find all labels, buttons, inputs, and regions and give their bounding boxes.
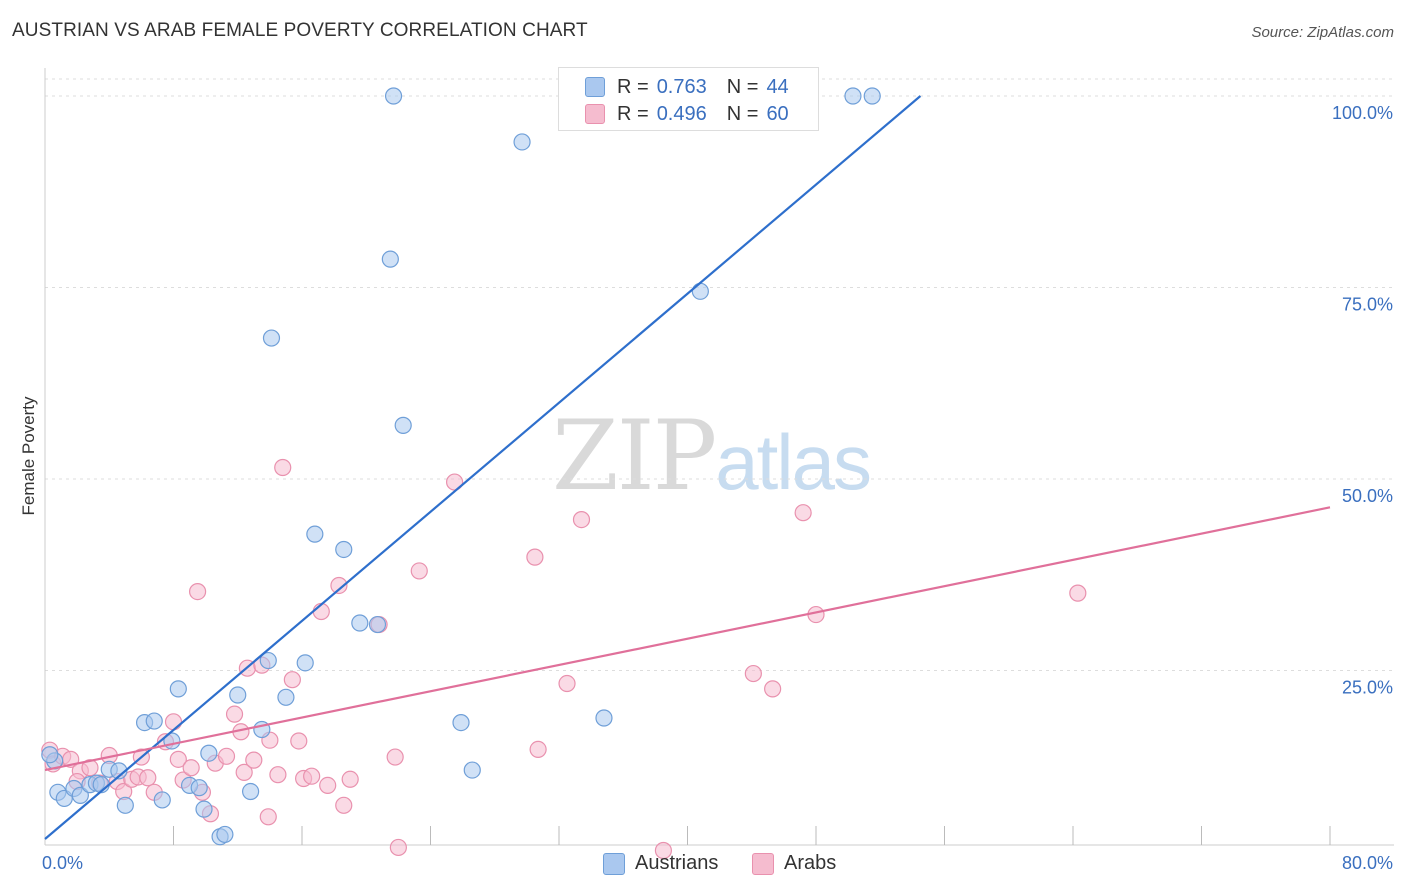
arabs-point <box>764 680 782 698</box>
arabs-point <box>529 740 547 758</box>
series-legend: Austrians Arabs <box>0 852 1406 876</box>
y-tick-label: 75.0% <box>1342 295 1393 315</box>
austrians-point <box>169 680 187 698</box>
arabs-point <box>794 504 812 522</box>
arabs-point <box>558 674 576 693</box>
austrians-point <box>200 744 218 762</box>
austrians-point <box>381 250 399 268</box>
austrians-point <box>452 713 470 732</box>
y-tick-label: 100.0% <box>1332 103 1393 123</box>
arabs-point <box>1069 584 1087 602</box>
arabs-point <box>164 713 183 731</box>
arabs-point <box>335 796 353 814</box>
austrians-point <box>71 786 89 804</box>
austrians-point <box>259 651 277 670</box>
austrians-swatch-icon <box>585 77 605 97</box>
austrians-point <box>463 761 481 779</box>
legend-r-value-arabs: 0.496 <box>656 102 707 125</box>
legend-row-austrians: R = 0.763 N = 44 <box>585 75 789 99</box>
austrians-point <box>216 825 234 844</box>
austrians-point <box>262 329 281 347</box>
arabs-point <box>217 747 236 765</box>
austrians-point <box>195 800 213 818</box>
watermark-zip: ZIP <box>552 400 717 512</box>
arabs-point <box>386 748 404 766</box>
austrians-point <box>335 540 353 559</box>
series-legend-austrians-label: Austrians <box>635 852 719 874</box>
arabs-point <box>182 759 200 777</box>
chart-title: AUSTRIAN VS ARAB FEMALE POVERTY CORRELAT… <box>12 20 588 41</box>
austrians-point <box>116 796 134 814</box>
arabs-point <box>274 458 292 477</box>
arabs-point <box>389 838 407 857</box>
arabs-point <box>744 664 762 683</box>
arabs-point <box>654 841 673 860</box>
arabs-point <box>169 750 187 768</box>
arabs-point <box>303 767 321 785</box>
austrians-point <box>277 688 295 706</box>
austrians-point <box>513 133 531 151</box>
austrians-point <box>384 87 403 105</box>
correlation-legend: R = 0.763 N = 44 R = 0.496 N = 60 <box>558 67 819 131</box>
austrians-point <box>691 282 709 300</box>
arabs-point <box>259 808 277 826</box>
legend-r-label: R = <box>617 102 649 125</box>
austrians-point <box>394 416 412 434</box>
chart-source: Source: ZipAtlas.com <box>1251 24 1394 41</box>
austrians-point <box>844 87 862 105</box>
arabs-swatch-icon <box>585 104 605 124</box>
legend-row-arabs: R = 0.496 N = 60 <box>585 102 789 126</box>
arabs-point <box>330 576 348 595</box>
x-tick-label: 0.0% <box>42 853 83 873</box>
arabs-point <box>341 770 359 788</box>
austrians-point <box>351 614 369 632</box>
arabs-point <box>290 732 308 750</box>
arabs-point <box>269 766 287 784</box>
austrians-point <box>306 525 324 543</box>
legend-n-label: N = <box>726 75 759 98</box>
y-tick-label: 25.0% <box>1342 678 1393 698</box>
austrians-trend-line <box>44 95 922 840</box>
arabs-point <box>319 776 337 795</box>
arabs-trend-line <box>44 506 1331 772</box>
austrians-point <box>190 779 208 797</box>
legend-r-label: R = <box>617 75 649 98</box>
arabs-point <box>139 769 157 787</box>
arabs-point <box>188 583 207 601</box>
austrians-legend-swatch-icon <box>603 852 625 875</box>
austrians-point <box>368 615 387 634</box>
austrians-point <box>242 782 260 801</box>
y-axis-label: Female Poverty <box>19 396 38 516</box>
austrians-point <box>153 791 171 809</box>
series-legend-arabs[interactable]: Arabs <box>752 852 836 875</box>
arabs-point <box>572 510 591 529</box>
watermark-atlas: atlas <box>715 418 872 506</box>
arabs-point <box>410 562 428 580</box>
arabs-point <box>283 671 301 689</box>
y-tick-label: 50.0% <box>1342 486 1393 506</box>
austrians-point <box>41 746 59 764</box>
arabs-point <box>225 705 244 723</box>
legend-r-value-austrians: 0.763 <box>656 75 707 98</box>
series-legend-arabs-label: Arabs <box>784 852 837 874</box>
austrians-point <box>296 654 314 672</box>
austrians-point <box>595 709 613 727</box>
series-legend-austrians[interactable]: Austrians <box>603 852 718 875</box>
arabs-legend-swatch-icon <box>752 852 774 875</box>
austrians-point <box>229 686 247 704</box>
arabs-point <box>526 548 544 566</box>
watermark: ZIPatlas <box>552 400 872 512</box>
austrians-point <box>863 87 881 105</box>
legend-n-value-arabs: 60 <box>766 102 789 125</box>
arabs-point <box>235 763 253 781</box>
x-tick-label: 80.0% <box>1342 853 1393 873</box>
austrians-point <box>145 712 163 730</box>
arabs-point <box>245 751 263 769</box>
legend-n-value-austrians: 44 <box>766 75 789 98</box>
legend-n-label: N = <box>726 102 759 125</box>
